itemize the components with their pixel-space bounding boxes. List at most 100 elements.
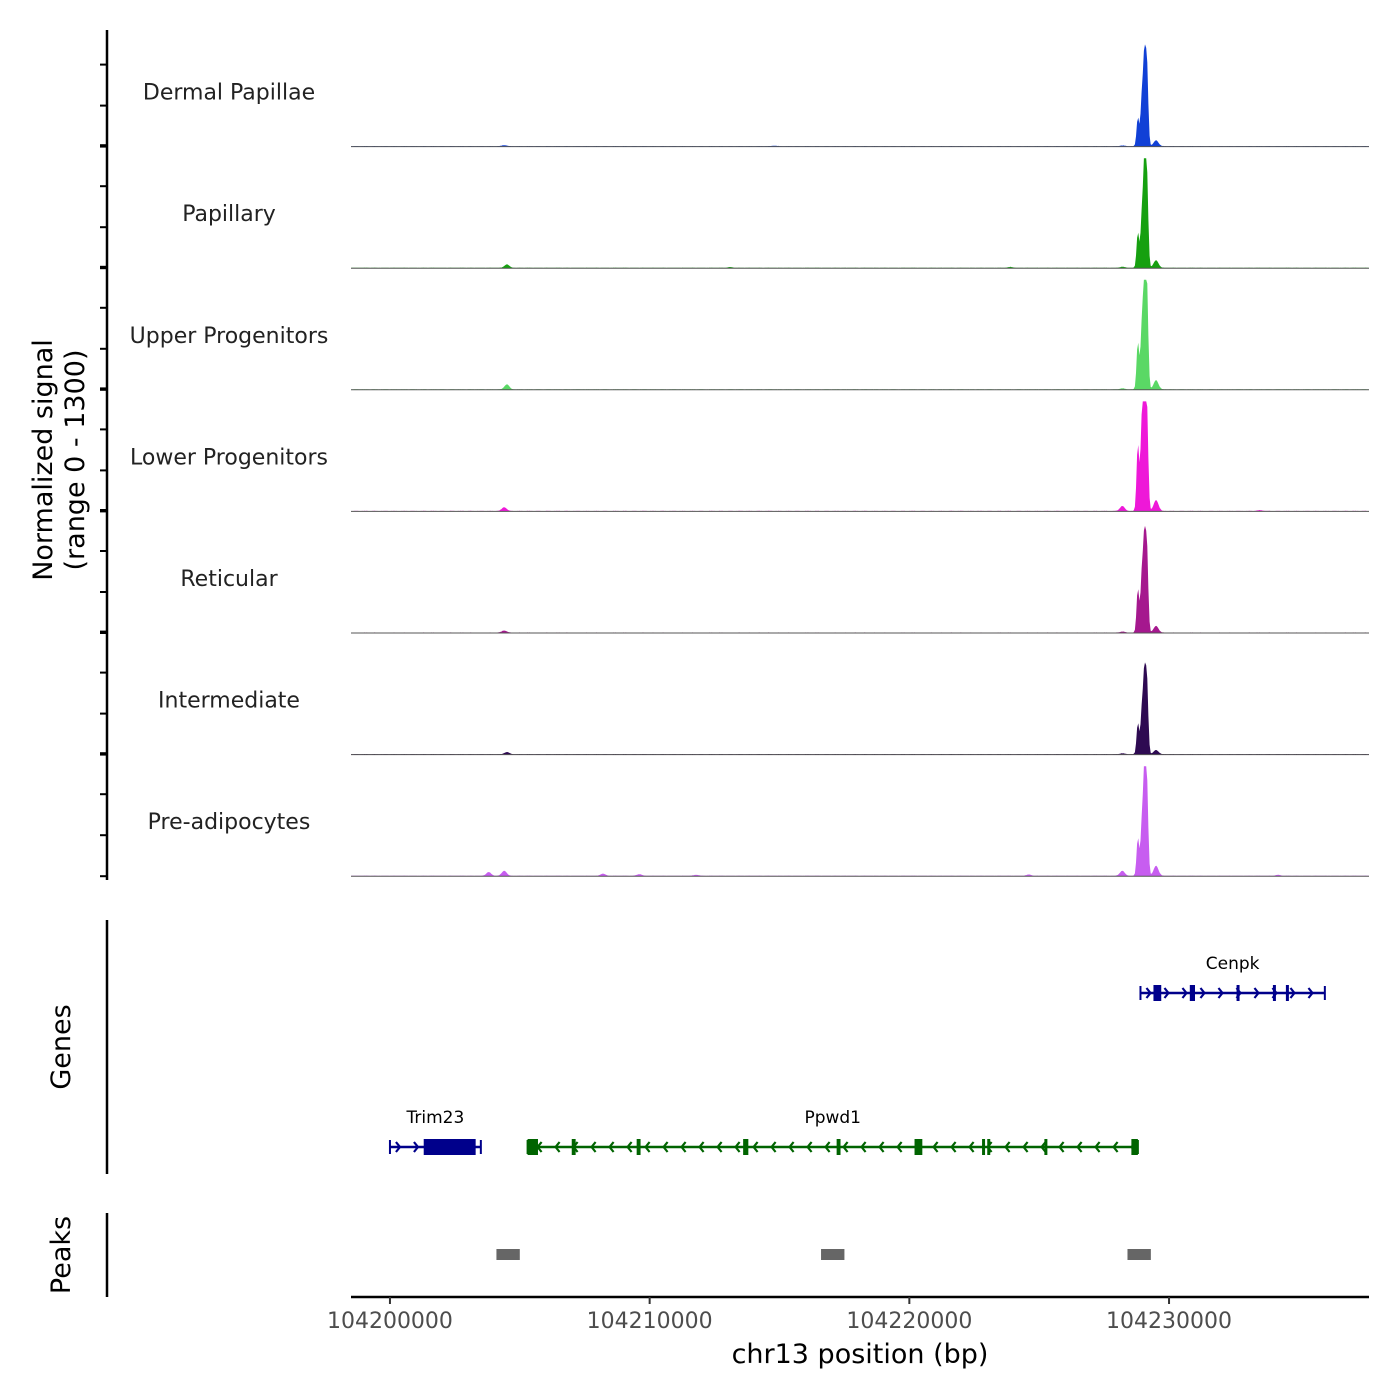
coverage-area — [351, 44, 1369, 147]
track-label: Upper Progenitors — [130, 324, 329, 349]
strand-chevron — [896, 1141, 903, 1153]
coverage-area — [351, 401, 1369, 512]
exon — [571, 1139, 576, 1155]
strand-chevron — [662, 1141, 669, 1153]
strand-chevron — [626, 1141, 633, 1153]
track-label: Reticular — [180, 567, 278, 592]
peak-region — [1127, 1249, 1151, 1260]
strand-chevron — [842, 1141, 849, 1153]
exon — [1285, 985, 1289, 1001]
strand-chevron — [860, 1141, 867, 1153]
strand-chevron — [734, 1141, 741, 1153]
strand-chevron — [932, 1141, 939, 1153]
gene-label: Trim23 — [406, 1108, 465, 1128]
strand-chevron — [395, 1141, 402, 1153]
gene-label: Cenpk — [1206, 954, 1260, 974]
track-7: Pre-adipocytes — [148, 766, 1369, 877]
coverage-area — [351, 662, 1369, 755]
exon — [1236, 985, 1240, 1001]
strand-chevron — [752, 1141, 759, 1153]
strand-chevron — [554, 1141, 561, 1153]
track-1: Dermal Papillae — [143, 44, 1369, 148]
x-axis-ticks: 104200000 104210000 104220000 104230000 — [327, 1297, 1232, 1334]
gene-trim23: Trim23 — [388, 1108, 482, 1155]
strand-chevron — [788, 1141, 795, 1153]
strand-chevron — [698, 1141, 705, 1153]
strand-chevron — [1058, 1141, 1065, 1153]
track-6: Intermediate — [158, 662, 1369, 756]
gene-track: Trim23 Ppwd1 Cenpk — [388, 954, 1326, 1155]
strand-chevron — [680, 1141, 687, 1153]
peak-region — [496, 1249, 520, 1260]
exon — [636, 1139, 641, 1155]
strand-chevron — [608, 1141, 615, 1153]
strand-chevron — [1217, 987, 1224, 999]
track-label: Papillary — [182, 202, 276, 227]
track-label: Intermediate — [158, 689, 300, 714]
peak-track — [496, 1249, 1151, 1260]
peaks-y-axis-title: Peaks — [46, 1216, 77, 1294]
exon — [1189, 985, 1196, 1001]
strand-chevron — [1094, 1141, 1101, 1153]
track-5: Reticular — [180, 525, 1369, 634]
strand-chevron — [1289, 987, 1296, 999]
x-axis-title: chr13 position (bp) — [732, 1339, 989, 1370]
genes-y-axis-title: Genes — [46, 1004, 77, 1089]
track-label: Lower Progenitors — [130, 445, 328, 470]
strand-chevron — [1112, 1141, 1119, 1153]
track-4: Lower Progenitors — [130, 401, 1369, 512]
strand-chevron — [716, 1141, 723, 1153]
strand-chevron — [806, 1141, 813, 1153]
track-2: Papillary — [182, 158, 1369, 269]
exon — [527, 1139, 538, 1155]
gene-ppwd1: Ppwd1 — [526, 1108, 1139, 1155]
exon — [982, 1139, 986, 1155]
gene-cenpk: Cenpk — [1139, 954, 1326, 1001]
strand-chevron — [413, 1141, 420, 1153]
coverage-tracks: Dermal Papillae Papillary Upper Progenitor… — [130, 44, 1369, 877]
strand-chevron — [590, 1141, 597, 1153]
x-tick-label: 104210000 — [587, 1309, 713, 1334]
exon — [1044, 1139, 1048, 1155]
strand-chevron — [1307, 987, 1314, 999]
exon — [914, 1139, 923, 1155]
strand-chevron — [968, 1141, 975, 1153]
coverage-area — [351, 766, 1369, 877]
strand-chevron — [1145, 987, 1152, 999]
exon — [987, 1139, 991, 1155]
track-3: Upper Progenitors — [130, 279, 1369, 391]
strand-chevron — [1199, 987, 1206, 999]
coverage-area — [351, 525, 1369, 633]
strand-chevron — [1022, 1141, 1029, 1153]
exon — [836, 1139, 841, 1155]
strand-chevron — [1253, 987, 1260, 999]
exon — [423, 1139, 476, 1155]
strand-chevron — [1004, 1141, 1011, 1153]
strand-chevron — [950, 1141, 957, 1153]
strand-chevron — [644, 1141, 651, 1153]
coverage-y-axis-title-line1: Normalized signal — [28, 339, 59, 581]
track-label: Dermal Papillae — [143, 81, 315, 106]
x-tick-label: 104230000 — [1106, 1309, 1232, 1334]
exon — [1131, 1139, 1138, 1155]
exon — [1272, 985, 1276, 1001]
strand-chevron — [878, 1141, 885, 1153]
x-tick-label: 104200000 — [327, 1309, 453, 1334]
track-label: Pre-adipocytes — [148, 810, 311, 835]
x-tick-label: 104220000 — [846, 1309, 972, 1334]
strand-chevron — [1181, 987, 1188, 999]
gene-label: Ppwd1 — [804, 1108, 861, 1128]
strand-chevron — [770, 1141, 777, 1153]
coverage-area — [351, 279, 1369, 390]
exon — [1153, 985, 1162, 1001]
peak-region — [821, 1249, 845, 1260]
coverage-y-ticks — [100, 63, 107, 878]
strand-chevron — [1163, 987, 1170, 999]
coverage-y-axis-title-line2: (range 0 - 1300) — [60, 350, 91, 571]
exon — [743, 1139, 749, 1155]
strand-chevron — [1076, 1141, 1083, 1153]
strand-chevron — [824, 1141, 831, 1153]
coverage-area — [351, 158, 1369, 269]
strand-chevron — [1040, 1141, 1047, 1153]
